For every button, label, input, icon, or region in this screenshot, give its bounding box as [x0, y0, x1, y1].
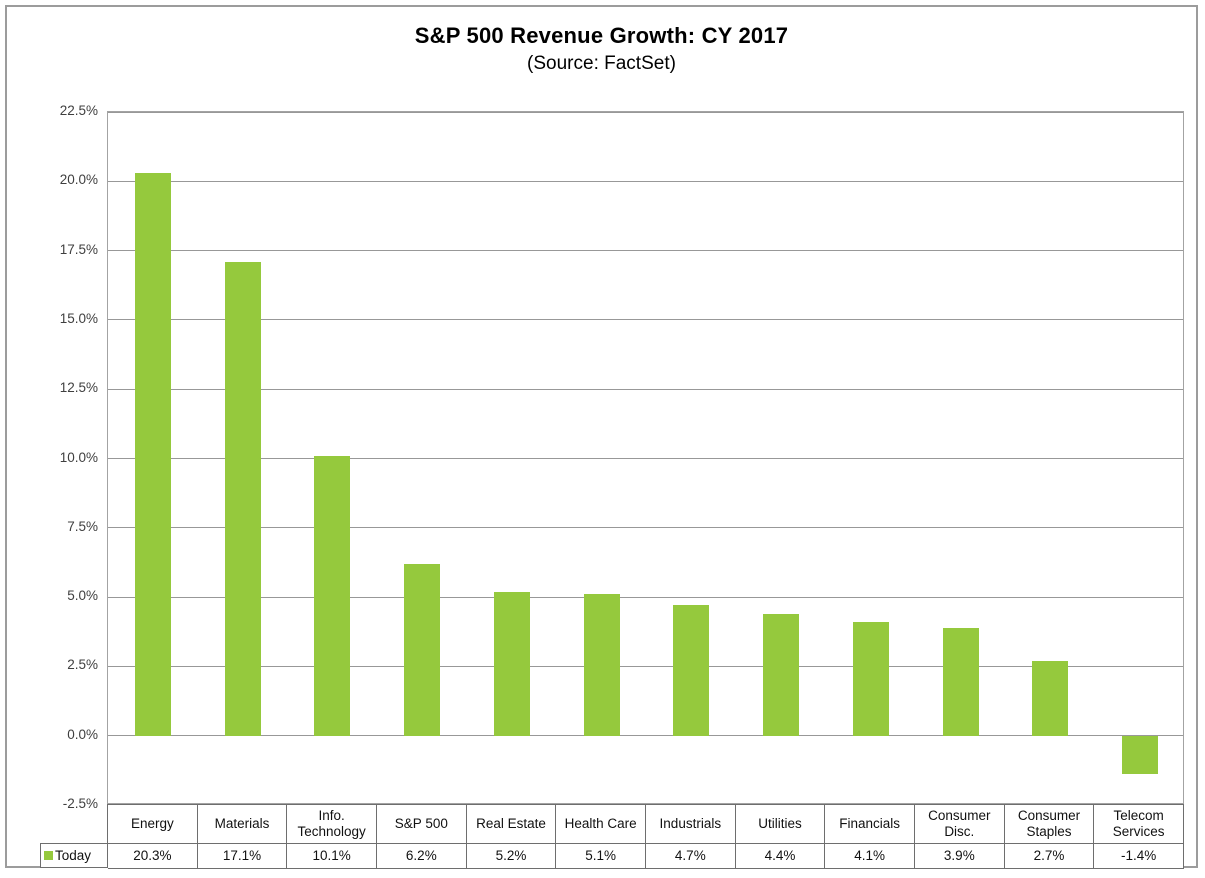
table-value-real-estate: 5.2% — [466, 844, 557, 869]
bar-utilities — [763, 613, 800, 736]
table-value-s-p-500: 6.2% — [376, 844, 467, 869]
table-header-energy: Energy — [108, 805, 198, 844]
gridline — [108, 527, 1183, 529]
table-header-health-care: Health Care — [556, 805, 646, 844]
gridline — [108, 250, 1183, 252]
y-axis-tick-label: 2.5% — [67, 657, 98, 673]
table-header-industrials: Industrials — [645, 805, 736, 844]
table-header-real-estate: Real Estate — [466, 805, 557, 844]
bar-industrials — [673, 605, 710, 736]
data-table: Energy Materials Info. Technology S&P 500 Re… — [107, 804, 1184, 869]
legend: Today — [40, 843, 108, 868]
table-value-consumer-disc: 3.9% — [914, 844, 1005, 869]
bar-consumer-disc — [942, 627, 979, 736]
gridline — [108, 319, 1183, 321]
y-axis-tick-label: 7.5% — [67, 518, 98, 534]
table-header-materials: Materials — [197, 805, 288, 844]
table-header-financials: Financials — [825, 805, 915, 844]
y-axis-tick-label: 20.0% — [59, 172, 98, 188]
y-axis-tick-label: 17.5% — [59, 241, 98, 257]
table-value-industrials: 4.7% — [645, 844, 736, 869]
y-axis-tick-label: 12.5% — [59, 380, 98, 396]
gridline — [108, 596, 1183, 598]
table-value-financials: 4.1% — [825, 844, 915, 869]
chart-subtitle: (Source: FactSet) — [527, 53, 676, 74]
gridline — [108, 388, 1183, 390]
bar-s-p-500 — [404, 563, 441, 736]
legend-swatch-icon — [44, 851, 53, 860]
table-header-s-p-500: S&P 500 — [376, 805, 467, 844]
gridline — [108, 735, 1183, 737]
bar-financials — [852, 622, 889, 736]
bar-consumer-staples — [1032, 660, 1069, 736]
y-axis-tick-label: 5.0% — [67, 588, 98, 604]
table-value-energy: 20.3% — [108, 844, 198, 869]
chart-title: S&P 500 Revenue Growth: CY 2017 — [414, 23, 789, 48]
chart-frame: S&P 500 Revenue Growth: CY 2017 (Source:… — [5, 5, 1198, 869]
table-header-consumer-staples: Consumer Staples — [1004, 805, 1095, 844]
bar-info-technology — [314, 455, 351, 736]
y-axis-tick-label: 15.0% — [59, 310, 98, 326]
gridline — [108, 111, 1183, 113]
y-axis-tick-label: 0.0% — [67, 726, 98, 742]
legend-series-label: Today — [55, 848, 92, 863]
y-axis-tick-label: 10.0% — [59, 449, 98, 465]
table-value-materials: 17.1% — [197, 844, 288, 869]
bar-materials — [224, 261, 261, 736]
table-value-telecom-services: -1.4% — [1094, 844, 1184, 869]
gridline — [108, 458, 1183, 459]
gridline — [108, 180, 1183, 182]
table-header-utilities: Utilities — [735, 805, 826, 844]
table-header-telecom-services: Telecom Services — [1094, 805, 1184, 844]
plot-area — [107, 111, 1184, 806]
y-axis-tick-label: 22.5% — [59, 103, 98, 118]
table-value-info-technology: 10.1% — [287, 844, 377, 869]
gridline — [108, 665, 1183, 667]
bar-real-estate — [493, 591, 530, 736]
table-header-consumer-disc: Consumer Disc. — [914, 805, 1005, 844]
table-value-consumer-staples: 2.7% — [1004, 844, 1095, 869]
bar-energy — [134, 172, 171, 736]
table-value-utilities: 4.4% — [735, 844, 826, 869]
bar-health-care — [583, 594, 620, 736]
table-header-info-technology: Info. Technology — [287, 805, 377, 844]
bar-telecom-services — [1122, 735, 1159, 775]
table-value-health-care: 5.1% — [556, 844, 646, 869]
y-axis-tick-label: -2.5% — [62, 796, 98, 811]
